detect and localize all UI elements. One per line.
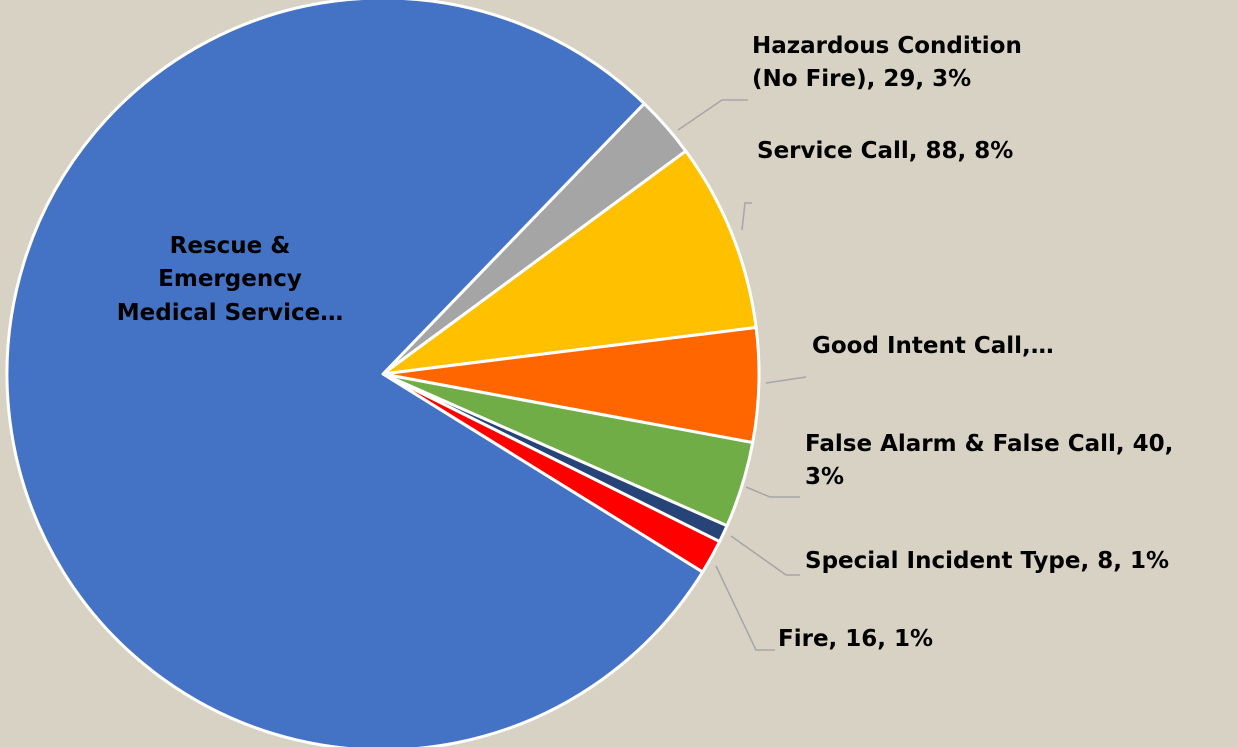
leader-line bbox=[677, 99, 748, 131]
data-label: Hazardous Condition (No Fire), 29, 3% bbox=[752, 33, 1022, 93]
data-label: Special Incident Type, 8, 1% bbox=[805, 548, 1170, 574]
data-label: Service Call, 88, 8% bbox=[757, 138, 1014, 164]
leader-line bbox=[741, 202, 752, 231]
data-label: Fire, 16, 1% bbox=[778, 626, 934, 652]
pie-slice bbox=[5, 0, 705, 747]
pie-slice bbox=[381, 149, 758, 376]
data-label: Rescue & Emergency Medical Service… bbox=[116, 233, 344, 326]
leader-line bbox=[715, 565, 775, 651]
data-label: False Alarm & False Call, 40, 3% bbox=[805, 431, 1174, 491]
leader-line bbox=[745, 486, 800, 498]
data-label: Good Intent Call,… bbox=[812, 333, 1054, 359]
leader-line bbox=[765, 376, 807, 384]
leader-line bbox=[730, 535, 800, 576]
